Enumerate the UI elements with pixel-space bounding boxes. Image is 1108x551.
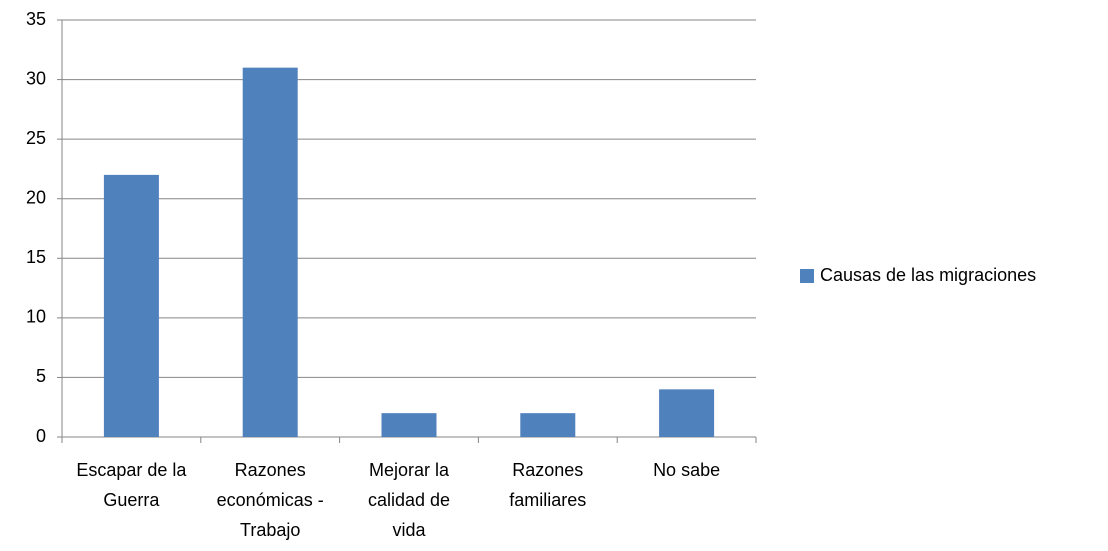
- y-tick-label: 10: [26, 307, 46, 327]
- bar: [103, 174, 159, 437]
- bar: [381, 413, 437, 437]
- legend-label: Causas de las migraciones: [820, 265, 1036, 285]
- y-tick-label: 25: [26, 128, 46, 148]
- x-tick-label: Mejorar la calidad de vida: [367, 460, 451, 540]
- x-tick-label: Razones económicas - Trabajo: [216, 460, 324, 540]
- y-tick-label: 5: [36, 366, 46, 386]
- x-tick-label: Razones familiares: [509, 460, 587, 510]
- y-tick-label: 35: [26, 9, 46, 29]
- bar: [242, 67, 298, 438]
- y-tick-label: 15: [26, 247, 46, 267]
- bar: [520, 413, 576, 437]
- x-tick-label: No sabe: [653, 460, 721, 480]
- x-tick-label: Escapar de la Guerra: [76, 460, 187, 510]
- y-tick-label: 20: [26, 187, 46, 207]
- y-tick-label: 30: [26, 68, 46, 88]
- y-tick-label: 0: [36, 426, 46, 446]
- legend-swatch: [800, 269, 814, 283]
- bar: [659, 389, 715, 437]
